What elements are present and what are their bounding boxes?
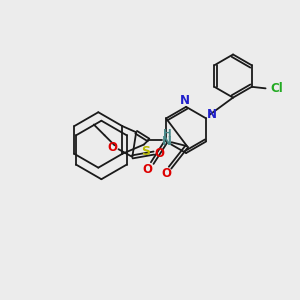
Text: S: S xyxy=(141,145,150,158)
Text: O: O xyxy=(142,163,153,176)
Text: N: N xyxy=(180,94,190,107)
Text: H: H xyxy=(163,129,171,139)
Text: O: O xyxy=(154,146,164,160)
Text: O: O xyxy=(161,167,171,180)
Text: N: N xyxy=(207,108,217,121)
Text: O: O xyxy=(107,141,117,154)
Text: N: N xyxy=(162,135,172,148)
Text: Cl: Cl xyxy=(270,82,283,95)
